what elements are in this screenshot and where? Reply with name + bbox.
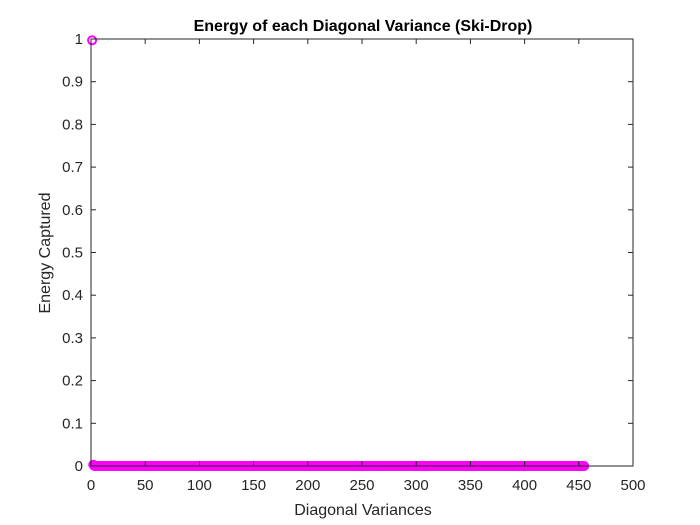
data-point — [87, 35, 98, 46]
y-tick-label: 0.7 — [62, 159, 83, 176]
x-tick-label: 500 — [620, 477, 645, 494]
y-tick-label: 0.3 — [62, 330, 83, 347]
y-tick-label: 0.8 — [62, 116, 83, 133]
x-tick-label: 0 — [87, 477, 95, 494]
x-tick-label: 350 — [458, 477, 483, 494]
x-tick-labels: 0 50 100 150 200 250 300 350 400 450 500 — [87, 477, 646, 494]
x-tick-label: 300 — [404, 477, 429, 494]
y-tick-label: 0.5 — [62, 245, 83, 262]
x-axis-label: Diagonal Variances — [294, 502, 432, 519]
y-axis-label: Energy Captured — [37, 193, 54, 314]
y-tick-label: 0.2 — [62, 373, 83, 390]
x-tick-label: 200 — [295, 477, 320, 494]
x-tick-label: 100 — [187, 477, 212, 494]
x-tick-label: 150 — [241, 477, 266, 494]
x-tick-label: 250 — [349, 477, 374, 494]
y-tick-label: 0.9 — [62, 74, 83, 91]
x-tick-label: 450 — [566, 477, 591, 494]
chart-title: Energy of each Diagonal Variance (Ski-Dr… — [194, 18, 533, 35]
x-tick-label: 50 — [137, 477, 154, 494]
y-tick-label: 0.4 — [62, 287, 83, 304]
plot-area — [91, 39, 633, 466]
plot-border — [90, 38, 634, 467]
y-tick-labels: 0 0.1 0.2 0.3 0.4 0.5 0.6 0.7 0.8 0.9 1 — [62, 31, 83, 475]
y-tick-label: 1 — [75, 31, 83, 48]
x-tick-label: 400 — [512, 477, 537, 494]
y-tick-label: 0 — [75, 458, 83, 475]
y-tick-label: 0.1 — [62, 415, 83, 432]
y-tick-label: 0.6 — [62, 202, 83, 219]
